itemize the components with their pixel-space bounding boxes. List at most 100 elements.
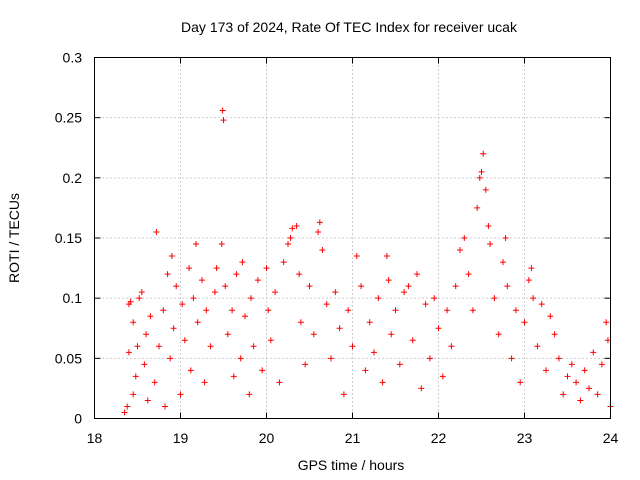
data-point — [478, 168, 485, 175]
data-point — [190, 295, 197, 302]
data-point — [179, 301, 186, 308]
data-point — [156, 343, 162, 350]
data-point — [581, 367, 588, 374]
data-point — [280, 259, 287, 266]
data-point — [138, 289, 145, 296]
data-point — [199, 277, 205, 284]
data-point — [297, 319, 304, 326]
data-point — [517, 379, 524, 386]
data-point — [143, 331, 150, 338]
data-point — [568, 361, 575, 368]
data-point — [577, 397, 584, 404]
data-point — [287, 235, 294, 241]
x-tick-label: 19 — [173, 430, 189, 446]
data-point — [127, 298, 134, 305]
data-point — [136, 295, 143, 302]
data-point — [201, 379, 208, 386]
x-axis-title: GPS time / hours — [298, 457, 405, 473]
data-point — [250, 343, 257, 350]
chart-title: Day 173 of 2024, Rate Of TEC Index for r… — [181, 19, 518, 35]
data-point — [444, 307, 451, 314]
data-point — [396, 361, 403, 368]
data-point — [319, 247, 326, 254]
data-point — [385, 277, 392, 284]
data-point — [219, 107, 226, 114]
data-point — [371, 349, 377, 356]
data-point — [170, 325, 177, 332]
data-point — [586, 385, 592, 392]
data-point — [239, 259, 246, 266]
data-point — [203, 307, 210, 314]
y-tick-label: 0.1 — [63, 290, 83, 306]
data-point — [121, 409, 128, 416]
data-point — [151, 379, 158, 386]
data-point — [222, 283, 229, 290]
data-point — [167, 355, 174, 362]
data-point — [392, 307, 399, 314]
data-point — [457, 247, 463, 254]
data-point — [336, 325, 343, 332]
data-point — [220, 117, 227, 124]
data-point — [603, 319, 610, 326]
data-point — [218, 241, 225, 248]
data-point — [362, 367, 369, 374]
data-point — [130, 319, 137, 326]
data-point — [345, 307, 352, 314]
data-point — [125, 349, 132, 356]
grid — [94, 57, 611, 419]
y-tick-label: 0.05 — [55, 350, 82, 366]
data-point — [426, 355, 433, 362]
data-point — [555, 355, 562, 362]
data-point — [551, 331, 558, 338]
data-point — [500, 259, 506, 266]
data-point — [187, 367, 194, 374]
data-point — [538, 301, 545, 308]
data-point — [302, 361, 309, 368]
y-tick-label: 0 — [74, 411, 82, 427]
data-point — [358, 283, 365, 290]
x-tick-label: 21 — [345, 430, 361, 446]
data-point — [181, 337, 188, 344]
data-point — [267, 337, 274, 344]
data-point — [192, 241, 199, 248]
y-tick-label: 0.25 — [55, 110, 82, 126]
data-point — [375, 295, 382, 302]
data-point — [153, 228, 160, 235]
data-point — [315, 228, 322, 235]
y-tick-label: 0.2 — [63, 170, 83, 186]
data-point — [323, 301, 330, 308]
data-point — [173, 283, 180, 290]
data-point — [328, 355, 334, 362]
data-point — [598, 361, 605, 368]
data-point — [474, 204, 481, 211]
data-point — [590, 349, 597, 356]
data-point — [547, 313, 554, 320]
data-point — [134, 343, 141, 350]
x-tick-label: 23 — [517, 430, 533, 446]
data-point — [435, 325, 442, 332]
data-point — [560, 391, 567, 398]
data-point — [439, 373, 446, 380]
data-point — [525, 277, 532, 284]
data-point — [160, 307, 167, 314]
data-point — [422, 301, 429, 308]
data-points — [121, 107, 614, 416]
data-point — [353, 253, 360, 260]
data-point — [213, 265, 220, 272]
x-tick-labels: 18 19 20 21 22 23 24 — [87, 430, 619, 446]
data-point — [491, 295, 498, 302]
data-point — [124, 403, 131, 410]
data-point — [310, 331, 317, 338]
data-point — [332, 289, 339, 296]
data-point — [476, 174, 483, 181]
data-point — [521, 319, 528, 326]
data-point — [272, 289, 279, 296]
data-point — [296, 271, 303, 278]
data-point — [383, 253, 390, 260]
data-point — [237, 355, 244, 362]
data-point — [405, 283, 412, 290]
data-point — [340, 391, 347, 398]
data-point — [418, 385, 425, 392]
data-point — [594, 391, 601, 398]
data-point — [409, 337, 416, 344]
